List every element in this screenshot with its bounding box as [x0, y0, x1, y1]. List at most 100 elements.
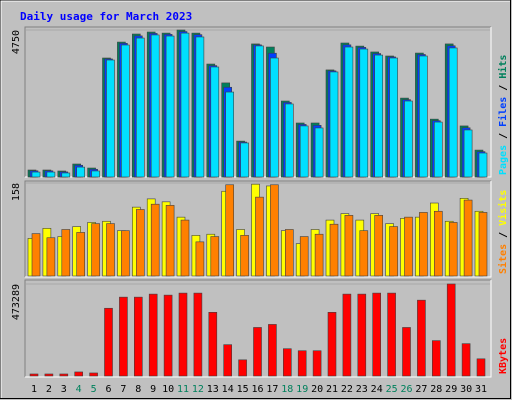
bar — [29, 373, 39, 377]
x-tick-label: 6 — [105, 384, 111, 395]
x-tick-label: 17 — [266, 384, 278, 395]
bar — [463, 199, 473, 277]
bar — [225, 184, 234, 277]
bar — [193, 292, 203, 377]
bar — [225, 91, 234, 178]
bar — [478, 152, 488, 178]
bar — [195, 36, 205, 178]
bar — [121, 230, 130, 277]
bar — [402, 327, 411, 377]
bar — [299, 125, 309, 178]
x-tick-label: 18 — [281, 384, 293, 395]
bar — [419, 55, 428, 178]
bar — [61, 229, 71, 277]
bar — [255, 196, 264, 277]
x-tick-label: 8 — [135, 384, 141, 395]
bar — [150, 34, 160, 178]
bar — [404, 100, 413, 178]
legend-separator: / — [498, 79, 509, 97]
bar — [372, 292, 382, 377]
x-tick-label: 25 — [386, 384, 398, 395]
bar — [134, 296, 143, 377]
bar — [461, 343, 471, 377]
bar — [238, 359, 247, 377]
x-tick-label: 26 — [400, 384, 412, 395]
bar — [180, 32, 190, 178]
bar — [374, 54, 384, 178]
bar — [240, 235, 249, 277]
panel-edge — [25, 280, 492, 378]
bar — [299, 236, 309, 277]
x-tick-label: 15 — [237, 384, 249, 395]
bar — [178, 292, 188, 377]
bar — [270, 184, 279, 277]
panel-edge — [24, 26, 491, 177]
x-tick-label: 29 — [445, 384, 457, 395]
x-tick-label: 3 — [61, 384, 67, 395]
bar — [255, 45, 264, 178]
bar — [404, 216, 413, 277]
x-tick-label: 31 — [475, 384, 487, 395]
bar — [104, 307, 113, 377]
bar — [433, 121, 443, 178]
bar — [76, 232, 85, 277]
bar — [389, 57, 398, 178]
bar — [150, 203, 160, 277]
x-tick-label: 11 — [177, 384, 189, 395]
bar — [329, 223, 339, 277]
bar — [210, 66, 220, 178]
x-tick-label: 24 — [371, 384, 383, 395]
x-tick-label: 21 — [326, 384, 338, 395]
bar — [448, 222, 458, 277]
bar — [89, 372, 98, 377]
bar — [59, 373, 69, 377]
bar — [76, 166, 85, 178]
x-tick-label: 30 — [460, 384, 472, 395]
x-tick-label: 4 — [76, 384, 82, 395]
x-tick-label: 27 — [415, 384, 427, 395]
bar — [148, 293, 158, 377]
legend-entry: Files — [497, 97, 509, 127]
chart-title: Daily usage for March 2023 — [20, 10, 192, 23]
bar — [463, 129, 473, 178]
bar — [106, 59, 115, 178]
bar — [74, 371, 83, 377]
bar — [195, 241, 205, 277]
x-tick-label: 7 — [120, 384, 126, 395]
x-tick-label: 22 — [341, 384, 353, 395]
bar — [312, 350, 322, 377]
bar — [31, 171, 41, 178]
bar — [180, 219, 190, 277]
bar — [31, 233, 41, 277]
legend-entry: Hits — [497, 55, 509, 79]
bar — [344, 46, 354, 178]
bar — [165, 35, 175, 178]
x-tick-label: 14 — [222, 384, 234, 395]
y-tick-label: 4750 — [11, 30, 22, 54]
bar — [208, 312, 218, 377]
panel-edge — [24, 180, 491, 277]
x-tick-label: 20 — [311, 384, 323, 395]
bar — [253, 327, 262, 377]
bar — [61, 172, 71, 178]
bar — [106, 223, 115, 277]
legend-entry: Visits — [497, 190, 509, 226]
x-tick-label: 5 — [91, 384, 97, 395]
bar — [121, 44, 130, 178]
panel-edge — [24, 279, 491, 377]
bar — [342, 293, 352, 377]
bar — [119, 296, 128, 377]
legend-entry: Sites — [497, 244, 509, 274]
bar — [329, 71, 339, 178]
bar — [327, 312, 337, 377]
legend: KBytes — [498, 338, 509, 374]
bar — [417, 299, 426, 377]
bar — [374, 215, 384, 277]
bar — [419, 212, 428, 277]
bar — [136, 209, 145, 277]
bar — [282, 348, 292, 377]
bar — [240, 142, 249, 178]
x-tick-label: 16 — [251, 384, 263, 395]
